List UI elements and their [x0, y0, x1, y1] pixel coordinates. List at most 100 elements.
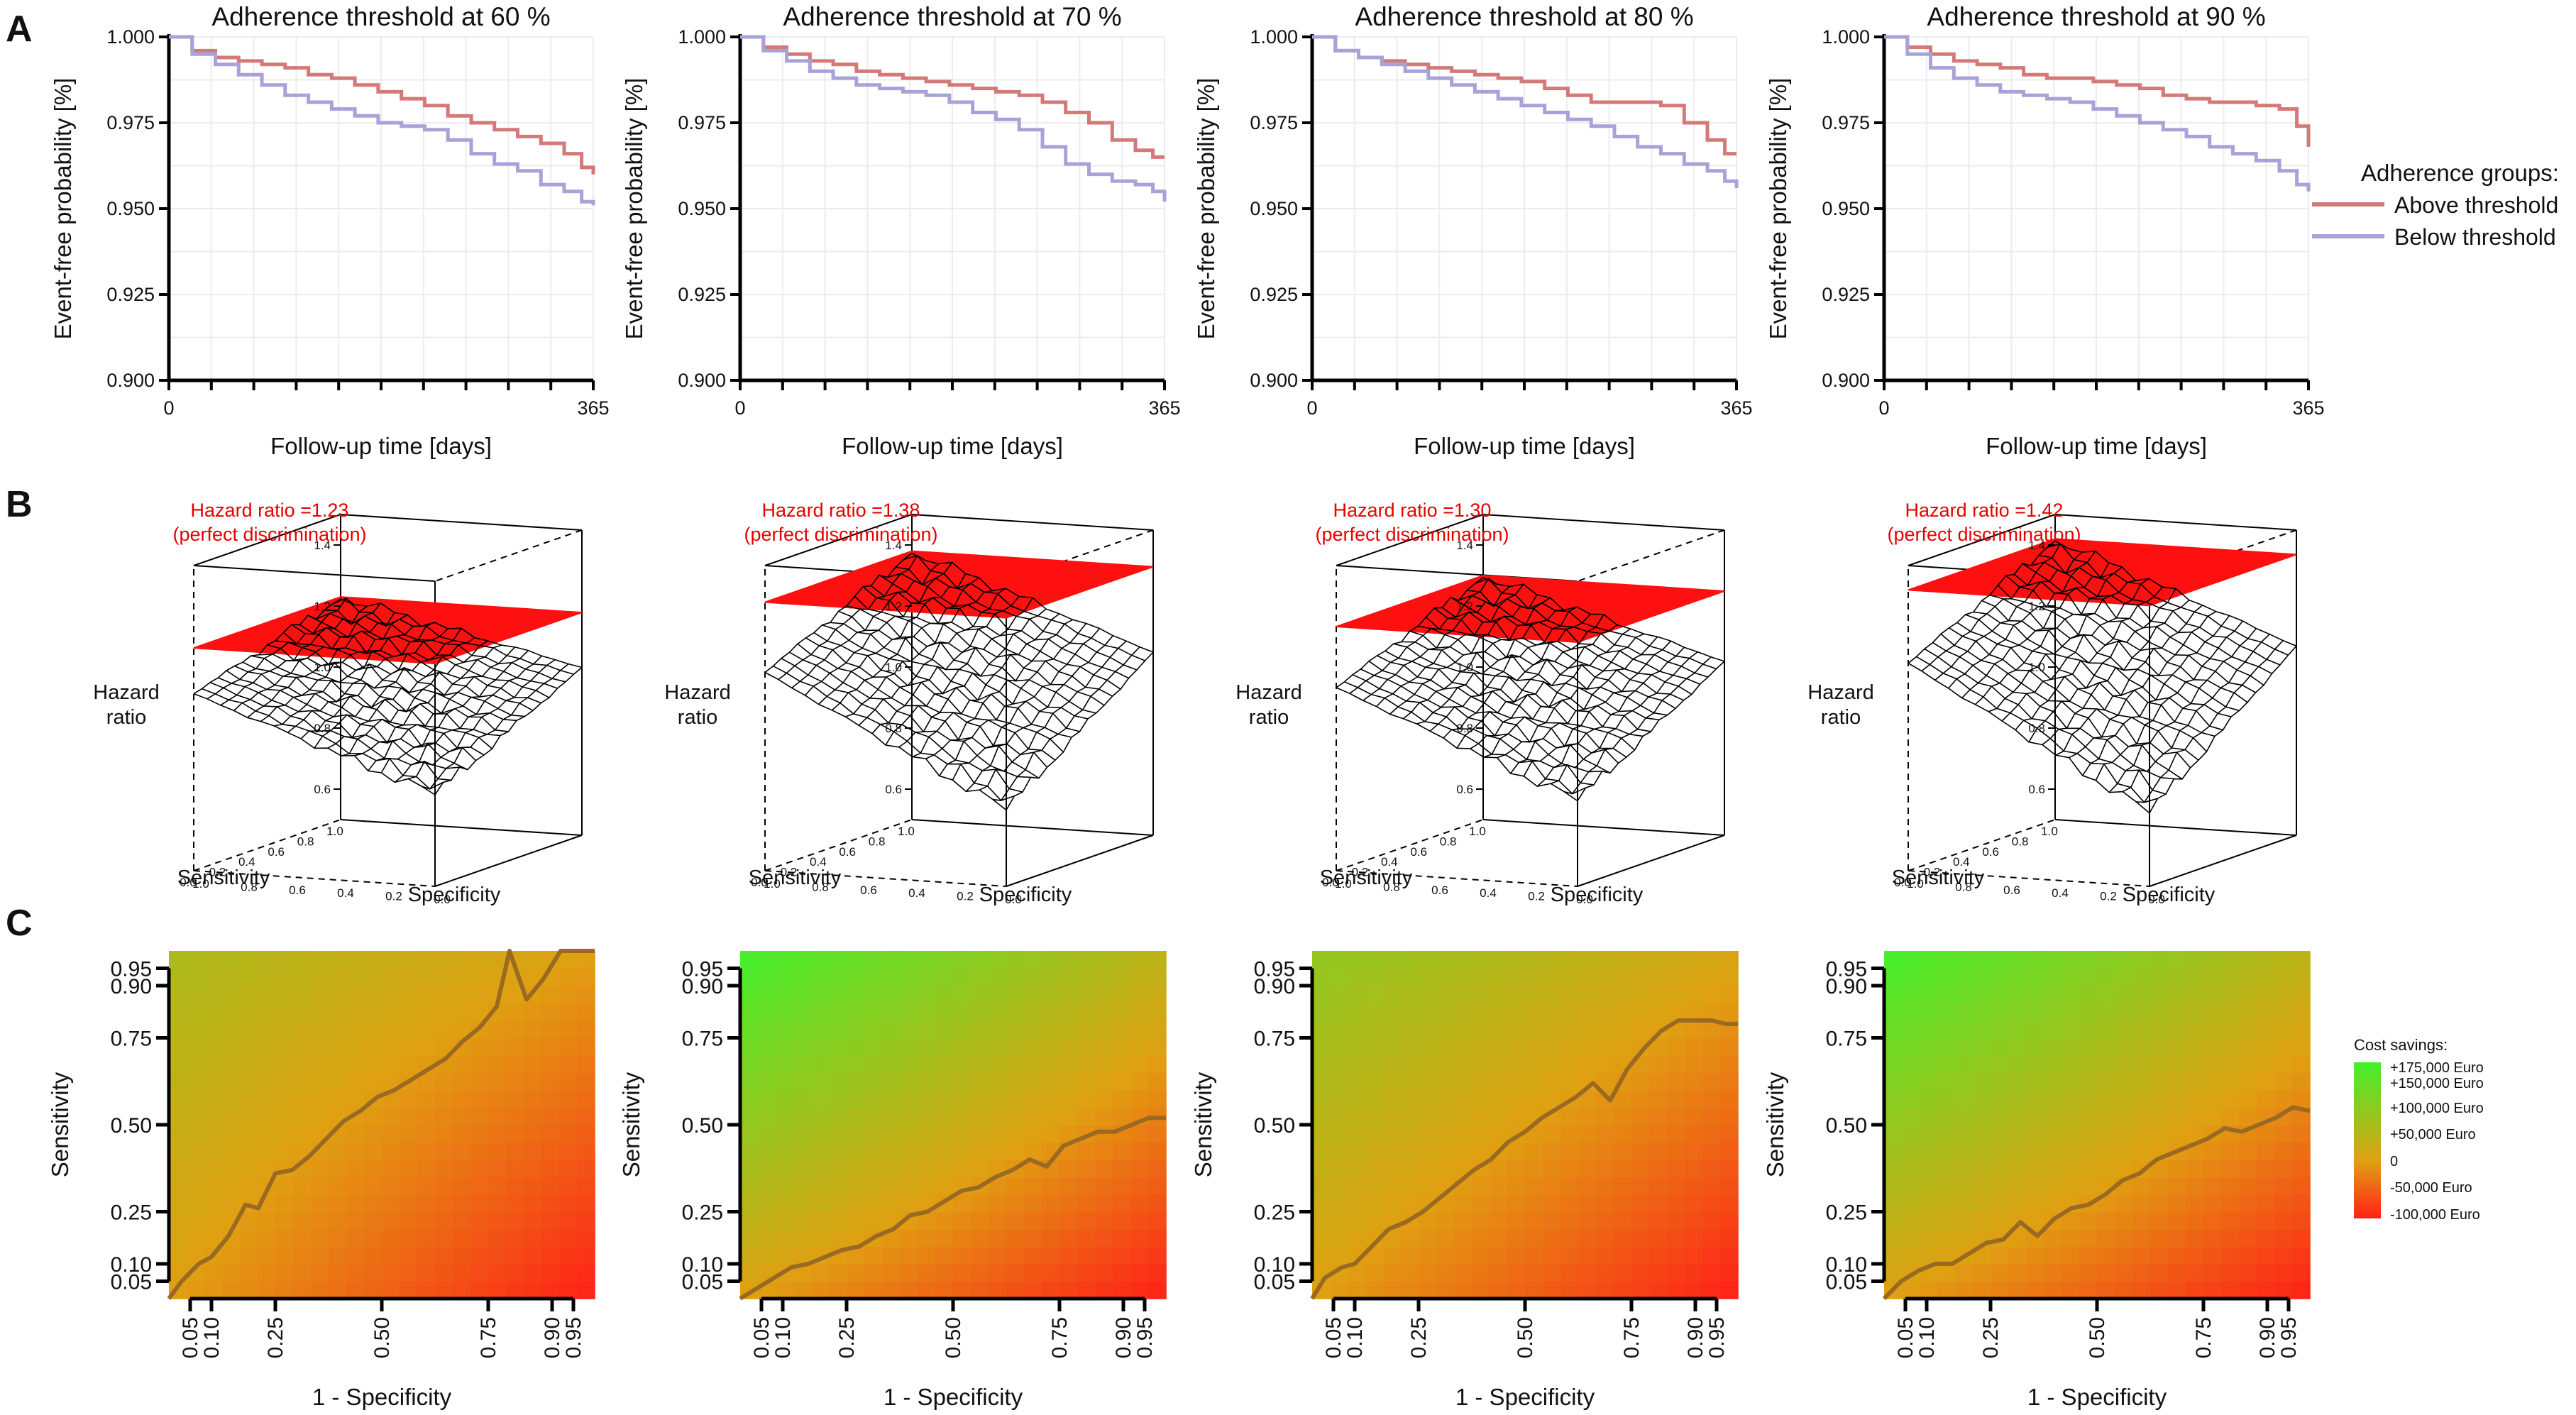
heatmap-cell — [2221, 986, 2240, 1004]
y-tick-label: 0.10 — [682, 1253, 723, 1277]
heatmap-cell — [1383, 1055, 1402, 1074]
heatmap-cell — [864, 1246, 883, 1265]
heatmap-cell — [1507, 1264, 1526, 1282]
heatmap-cell — [2062, 1125, 2080, 1143]
heatmap-cell — [311, 1211, 329, 1230]
heatmap-cell — [1059, 1020, 1078, 1039]
heatmap-cell — [1614, 1142, 1632, 1160]
specificity-tick-label: 0.6 — [860, 883, 877, 897]
hazard-ratio-subnote: (perfect discrimination) — [1315, 524, 1509, 545]
y-tick-label: 0.50 — [1254, 1114, 1295, 1138]
heatmap-cell — [382, 1142, 400, 1160]
surface-wire — [2108, 628, 2257, 793]
heatmap-cell — [1383, 1281, 1402, 1299]
box-edge — [1336, 819, 1484, 871]
heatmap-cell — [847, 1090, 865, 1108]
heatmap-cell — [2008, 951, 2027, 969]
heatmap-cell — [847, 1211, 865, 1230]
heatmap-cell — [900, 1125, 918, 1143]
heatmap-cell — [1991, 1142, 2009, 1160]
y-tick-label: 0.25 — [1826, 1201, 1867, 1225]
chart-title: Adherence threshold at 90 % — [1927, 2, 2265, 31]
heatmap-cell — [1702, 986, 1721, 1004]
heatmap-cell — [2203, 1281, 2222, 1299]
heatmap-cell — [829, 1211, 847, 1230]
heatmap-cell — [1902, 1125, 1920, 1143]
heatmap-cell — [1920, 968, 1938, 986]
chart-title: Adherence threshold at 80 % — [1355, 2, 1693, 31]
heatmap-cell — [2008, 1055, 2027, 1074]
heatmap-cell — [1525, 1020, 1543, 1039]
heatmap-cell — [2168, 1107, 2186, 1125]
heatmap-cell — [382, 1264, 400, 1282]
legend-title: Adherence groups: — [2361, 160, 2559, 186]
heatmap-cell — [1006, 1003, 1025, 1021]
heatmap-cell — [2132, 1142, 2151, 1160]
heatmap-cell — [2026, 1177, 2044, 1195]
heatmap-cell — [1720, 1072, 1739, 1091]
heatmap-cell — [1077, 1229, 1096, 1248]
heatmap-cell — [1436, 1142, 1455, 1160]
heatmap-cell — [953, 1160, 971, 1178]
surface-wire — [952, 628, 1101, 781]
surface-wire — [193, 598, 341, 695]
heatmap-cell — [758, 968, 776, 986]
heatmap-cell — [2026, 1072, 2044, 1091]
heatmap-cell — [169, 1055, 187, 1074]
heatmap-cell — [1490, 1246, 1508, 1265]
heatmap-cell — [187, 1072, 205, 1091]
heatmap-cell — [1490, 1229, 1508, 1248]
heatmap-cell — [1955, 968, 1974, 986]
heatmap-cell — [2044, 1229, 2062, 1248]
x-axis-label: Follow-up time [days] — [842, 433, 1063, 459]
heatmap-cell — [1702, 1160, 1721, 1178]
heatmap-cell — [329, 1211, 347, 1230]
heatmap-cell — [1436, 1246, 1455, 1265]
heatmap-cell — [329, 1160, 347, 1178]
heatmap-cell — [2026, 1246, 2044, 1265]
heatmap-cell — [187, 1107, 205, 1125]
heatmap-cell — [2026, 968, 2044, 986]
heatmap-cell — [364, 1125, 382, 1143]
heatmap-cell — [989, 1194, 1007, 1213]
heatmap-cell — [2221, 1264, 2240, 1282]
heatmap-cell — [2292, 1003, 2311, 1021]
heatmap-cell — [1330, 1246, 1348, 1265]
heatmap-cell — [400, 968, 418, 986]
heatmap-cell — [1383, 1107, 1402, 1125]
heatmap-cell — [1631, 1211, 1650, 1230]
heatmap-cell — [1667, 1072, 1685, 1091]
heatmap-cell — [2132, 1281, 2151, 1299]
heatmap-cell — [488, 1055, 507, 1074]
heatmap-cell — [169, 1020, 187, 1039]
heatmap-cell — [1685, 1125, 1703, 1143]
heatmap-cell — [1095, 1003, 1113, 1021]
heatmap-cell — [240, 1020, 258, 1039]
heatmap-cell — [1884, 968, 1903, 986]
cost-tick-175000: +175,000 Euro — [2390, 1060, 2484, 1076]
heatmap-cell — [989, 1229, 1007, 1248]
heatmap-cell — [577, 1072, 595, 1091]
heatmap-cell — [453, 986, 471, 1004]
heatmap-cell — [2203, 1020, 2222, 1039]
heatmap-cell — [2150, 1090, 2169, 1108]
heatmap-cell — [1042, 1055, 1060, 1074]
heatmap-cell — [776, 1281, 794, 1299]
heatmap-cell — [187, 968, 205, 986]
heatmap-cell — [989, 951, 1007, 969]
heatmap-cell — [1543, 1125, 1561, 1143]
heatmap-cell — [829, 1142, 847, 1160]
heatmap-cell — [2044, 1281, 2062, 1299]
heatmap-cell — [329, 1246, 347, 1265]
heatmap-cell — [2186, 1264, 2204, 1282]
sensitivity-tick-label: 1.0 — [898, 825, 915, 838]
heatmap-cell — [1077, 1211, 1096, 1230]
heatmap-cell — [2274, 1125, 2293, 1143]
heatmap-cell — [2186, 1090, 2204, 1108]
heatmap-cell — [935, 1211, 954, 1230]
z-tick-label: 0.8 — [314, 722, 331, 735]
heatmap-cell — [1130, 986, 1149, 1004]
heatmap-cell — [506, 1194, 524, 1213]
specificity-axis-label: Specificity — [979, 883, 1072, 906]
heatmap-cell — [2274, 951, 2293, 969]
